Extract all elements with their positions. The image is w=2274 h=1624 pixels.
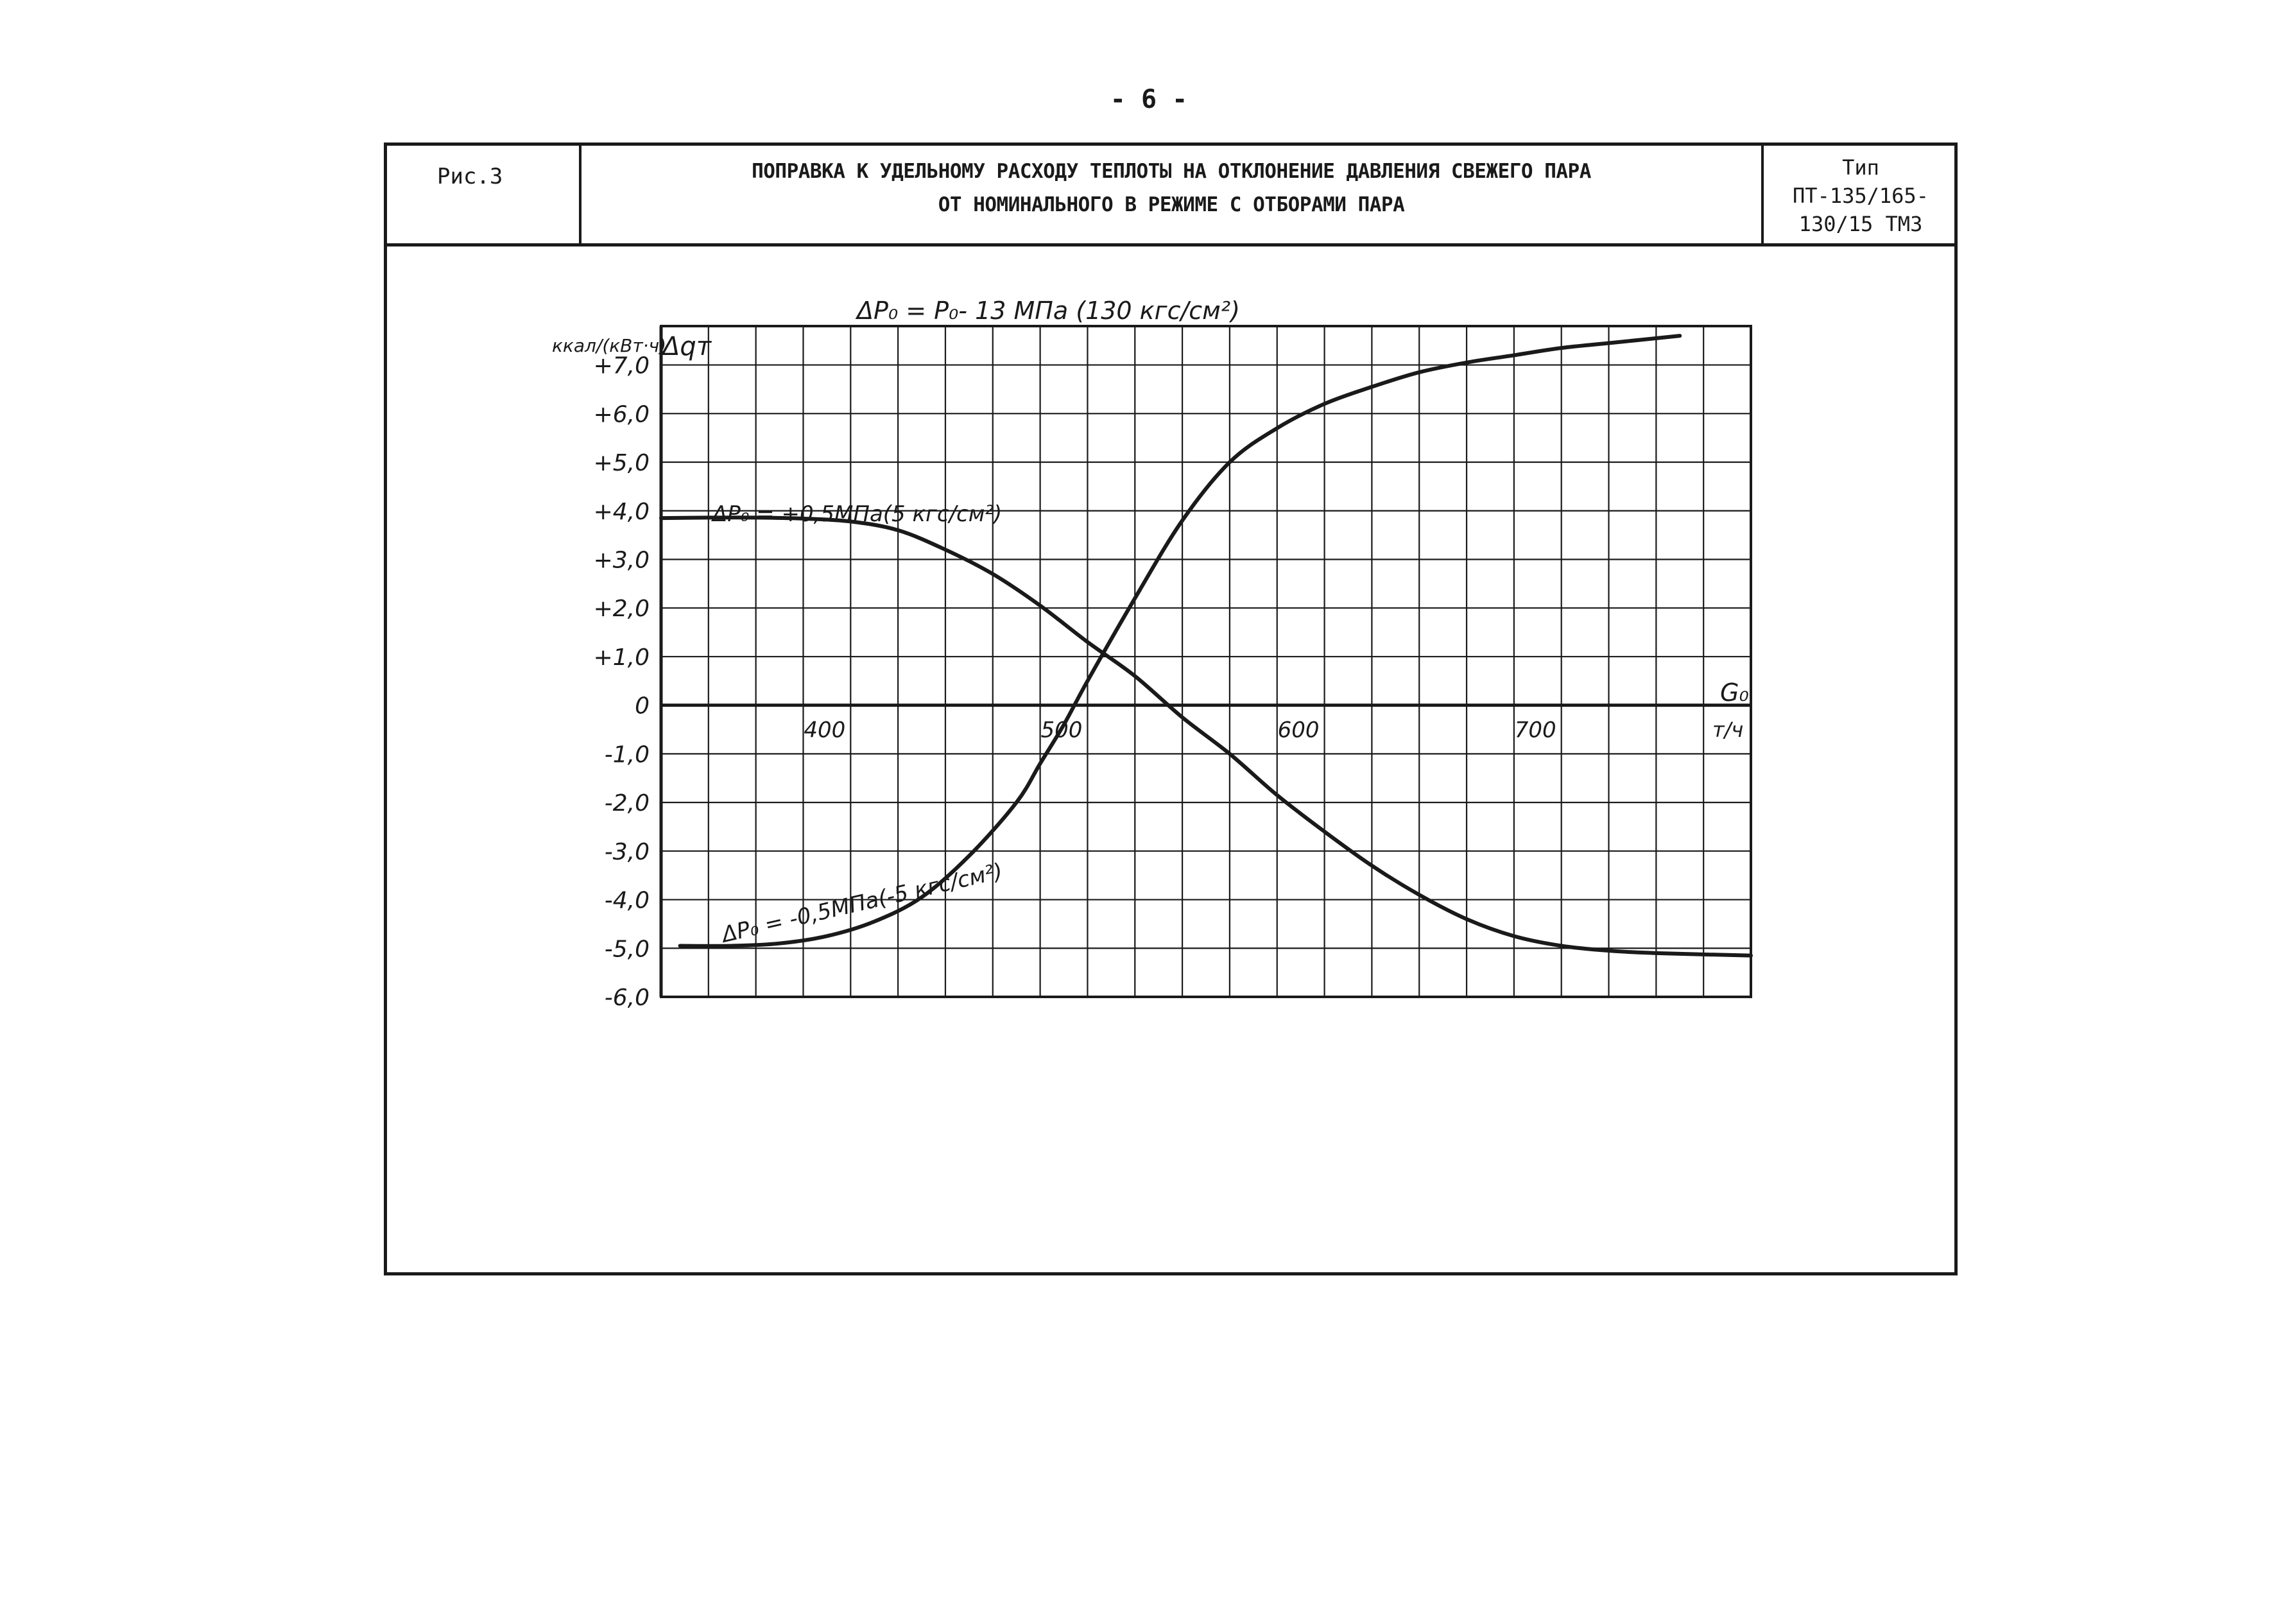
y-tick-label: +7,0 bbox=[594, 353, 650, 379]
x-axis-unit: т/ч bbox=[1712, 718, 1743, 742]
chart-axes: +7,0 +6,0 +5,0 +4,0 +3,0 +2,0 +1,0 0 -1,0 -2,0 -3,… bbox=[594, 326, 1751, 1011]
y-tick-label: -6,0 bbox=[605, 985, 650, 1011]
y-axis-label: Δqт bbox=[660, 332, 712, 361]
y-tick-label: +1,0 bbox=[594, 644, 650, 671]
x-axis-label: G₀ bbox=[1720, 678, 1749, 707]
figure-title-line-1: ПОПРАВКА К УДЕЛЬНОМУ РАСХОДУ ТЕПЛОТЫ НА … bbox=[752, 160, 1591, 183]
y-tick-label: 0 bbox=[635, 693, 650, 720]
y-tick-label: +3,0 bbox=[594, 547, 650, 573]
plot-border bbox=[660, 325, 1752, 998]
y-tick-label: -4,0 bbox=[605, 888, 650, 914]
y-tick-label: +4,0 bbox=[594, 499, 650, 525]
chart-series bbox=[659, 334, 1753, 958]
figure-title-line-2: ОТ НОМИНАЛЬНОГО В РЕЖИМЕ С ОТБОРАМИ ПАРА bbox=[938, 193, 1405, 216]
type-line-1: ПТ-135/165- bbox=[1793, 184, 1929, 208]
y-tick-label: +6,0 bbox=[594, 401, 650, 428]
series-label-minus: ΔP₀ = -0,5МПа(-5 кгс/см²) bbox=[718, 858, 1005, 948]
y-tick-label: +5,0 bbox=[594, 450, 650, 476]
series-label-plus: ΔP₀ = +0,5МПа(5 кгс/см²) bbox=[711, 501, 1002, 527]
y-axis-unit: ккал/(кВт·ч) bbox=[552, 335, 666, 356]
type-line-2: 130/15 ТМЗ bbox=[1798, 212, 1923, 236]
y-tick-label: -5,0 bbox=[605, 936, 650, 962]
figure-label: Рис.3 bbox=[387, 146, 581, 243]
x-tick-label: 700 bbox=[1515, 718, 1556, 743]
page-number: - 6 - bbox=[1110, 85, 1188, 114]
x-tick-label: 600 bbox=[1278, 718, 1320, 743]
y-tick-label: +2,0 bbox=[594, 596, 650, 622]
series-line-minus bbox=[678, 334, 1682, 948]
y-tick-label: -3,0 bbox=[605, 839, 650, 865]
chart-grid bbox=[660, 325, 1752, 998]
figure-title: ПОПРАВКА К УДЕЛЬНОМУ РАСХОДУ ТЕПЛОТЫ НА … bbox=[581, 146, 1761, 243]
y-tick-label: -2,0 bbox=[605, 790, 650, 816]
drawing-frame: Рис.3 ПОПРАВКА К УДЕЛЬНОМУ РАСХОДУ ТЕПЛО… bbox=[384, 143, 1958, 1275]
series-line-plus bbox=[659, 515, 1753, 958]
type-label: Тип bbox=[1842, 155, 1879, 180]
title-block: Рис.3 ПОПРАВКА К УДЕЛЬНОМУ РАСХОДУ ТЕПЛО… bbox=[387, 146, 1954, 246]
y-tick-label: -1,0 bbox=[605, 741, 650, 768]
turbine-type-cell: Тип ПТ-135/165- 130/15 ТМЗ bbox=[1761, 146, 1958, 243]
chart-title: ΔP₀ = P₀- 13 МПа (130 кгс/см²) bbox=[855, 297, 1240, 325]
x-tick-label: 400 bbox=[804, 718, 845, 743]
